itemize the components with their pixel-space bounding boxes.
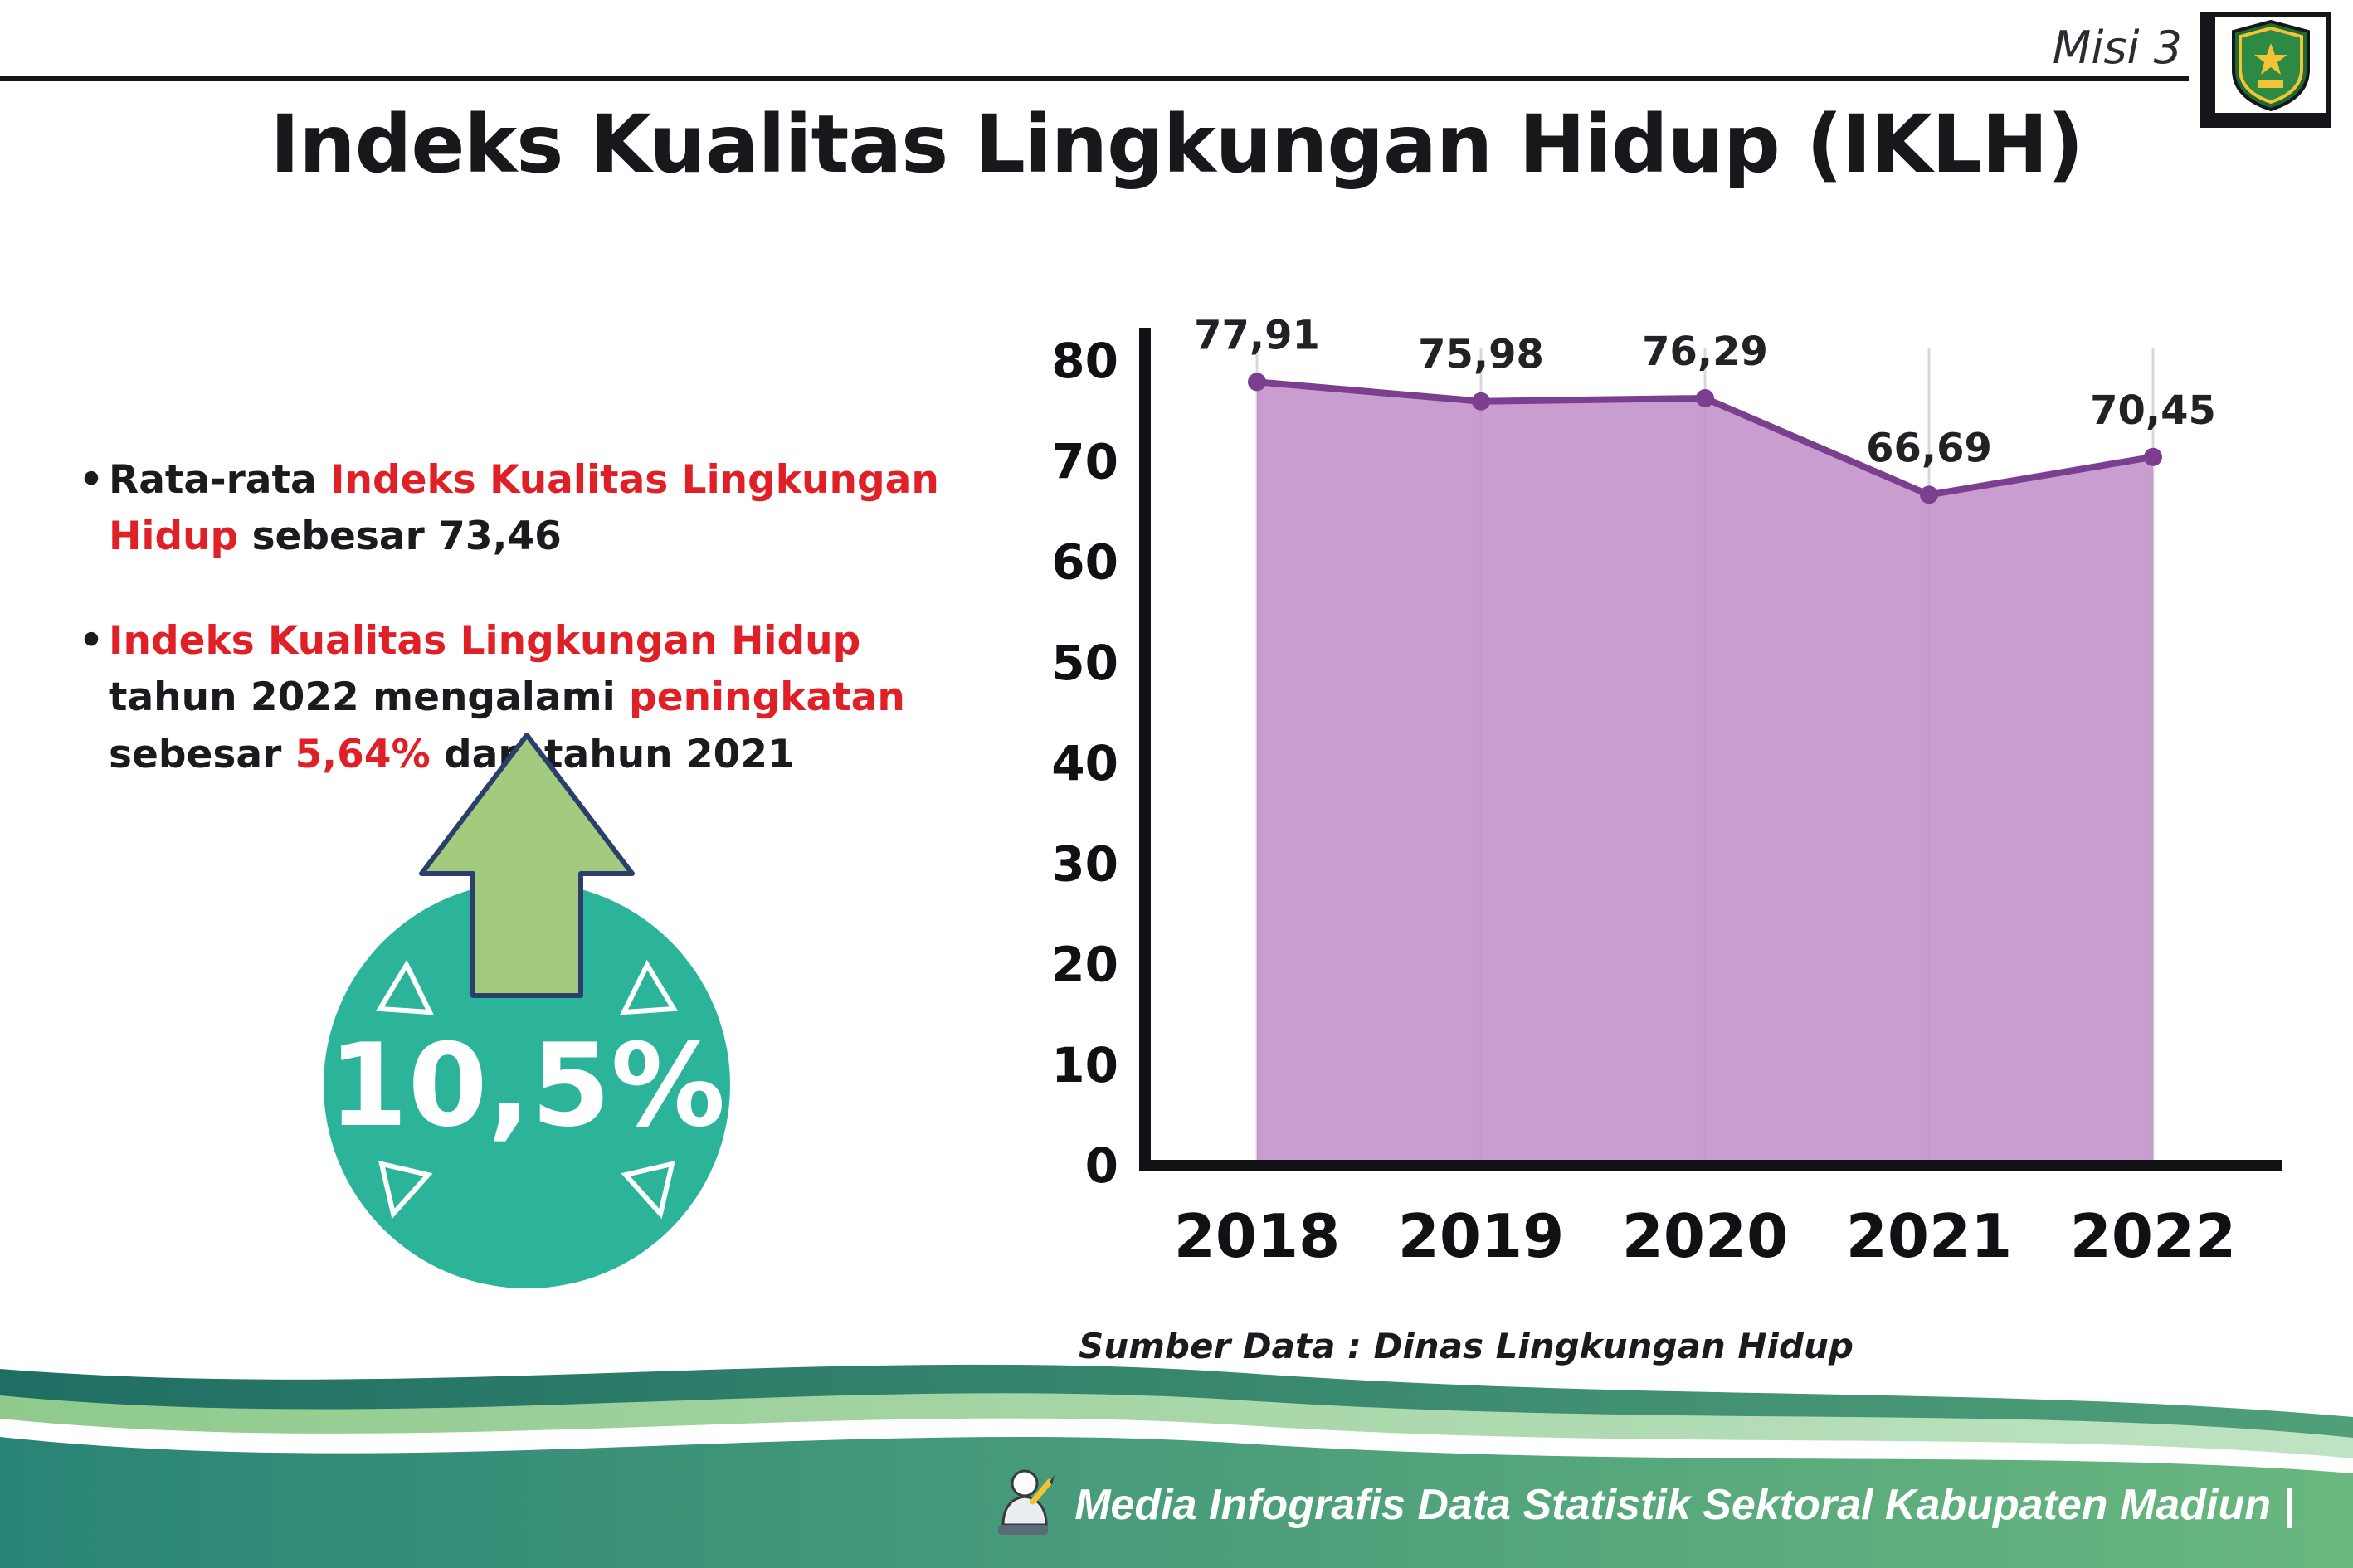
data-point — [1920, 485, 1938, 504]
badge-circle — [324, 882, 730, 1288]
wave-front — [0, 1437, 2353, 1568]
text-highlight: peningkatan — [629, 674, 905, 721]
chart-source-note: Sumber Data : Dinas Lingkungan Hidup — [1079, 1326, 1854, 1366]
data-label: 77,91 — [1194, 312, 1320, 358]
page-title: Indeks Kualitas Lingkungan Hidup (IKLH) — [270, 98, 2084, 191]
y-axis-tick: 20 — [1051, 937, 1118, 993]
increase-badge: 10,5% — [299, 720, 763, 1301]
footer-text: Media Infografis Data Statistik Sektoral… — [1074, 1481, 2295, 1529]
y-axis-tick: 10 — [1051, 1037, 1118, 1093]
bullet-average-iklh: • Rata-rata Indeks Kualitas Lingkungan H… — [79, 452, 958, 565]
bullet-marker: • — [79, 618, 105, 665]
text-plain: sebesar 73,46 — [238, 514, 562, 560]
area-fill — [1257, 382, 2153, 1166]
y-axis-tick: 30 — [1051, 835, 1118, 892]
data-point — [1472, 392, 1490, 411]
y-axis-tick: 40 — [1051, 735, 1118, 791]
text-highlight: Indeks Kualitas Lingkungan Hidup — [109, 618, 861, 665]
y-axis-tick: 50 — [1051, 635, 1118, 691]
y-axis-tick: 70 — [1051, 433, 1118, 489]
badge-value: 10,5% — [329, 1019, 726, 1152]
misi-label: Misi 3 — [2052, 22, 2182, 74]
bullet-average-text: Rata-rata Indeks Kualitas Lingkungan Hid… — [109, 452, 958, 565]
chart-canvas: 77,91 75,98 76,29 66,69 70,45 0 10 20 30 40 50 60 70… — [1051, 312, 2282, 1271]
triangle-decoration-icon — [375, 959, 434, 1015]
increase-badge-graphic: 10,5% — [324, 733, 730, 1288]
x-axis-tick: 2019 — [1398, 1201, 1564, 1271]
y-axis-tick: 0 — [1085, 1137, 1118, 1194]
footer-credit: Media Infografis Data Statistik Sektoral… — [990, 1465, 2295, 1545]
mascot-icon — [998, 1469, 1055, 1535]
triangle-decoration-icon — [378, 1160, 433, 1220]
text-highlight: Indeks Kualitas Lingkungan Hidup — [109, 457, 939, 560]
text-plain: tahun 2022 mengalami — [109, 674, 630, 721]
data-label: 75,98 — [1418, 332, 1544, 378]
data-point — [1248, 373, 1266, 392]
text-plain: sebesar — [109, 731, 295, 777]
text-plain: Rata-rata — [109, 457, 331, 503]
kabupaten-madiun-logo — [2200, 12, 2331, 128]
data-label: 76,29 — [1642, 329, 1768, 375]
shield-icon — [2232, 19, 2310, 111]
y-axis-tick: 80 — [1051, 333, 1118, 389]
data-point — [1696, 388, 1714, 407]
data-label: 66,69 — [1866, 425, 1992, 471]
x-axis-tick: 2020 — [1622, 1201, 1788, 1271]
header-rule — [0, 76, 2189, 81]
x-axis-tick: 2018 — [1174, 1201, 1340, 1271]
bullet-marker: • — [79, 457, 105, 503]
text-highlight: 5,64% — [295, 731, 431, 777]
footer: Media Infografis Data Statistik Sektoral… — [0, 1319, 2353, 1568]
x-axis-tick: 2022 — [2070, 1201, 2236, 1271]
data-label: 70,45 — [2090, 387, 2216, 434]
triangle-decoration-icon — [621, 1160, 676, 1220]
iklh-area-chart: 77,91 75,98 76,29 66,69 70,45 0 10 20 30 40 50 60 70… — [1021, 274, 2315, 1377]
up-arrow-icon — [419, 733, 635, 998]
data-point — [2144, 447, 2162, 466]
y-axis-tick: 60 — [1051, 534, 1118, 591]
footer-waves — [0, 1364, 2353, 1568]
x-axis-tick: 2021 — [1846, 1201, 2012, 1271]
triangle-decoration-icon — [620, 959, 679, 1015]
